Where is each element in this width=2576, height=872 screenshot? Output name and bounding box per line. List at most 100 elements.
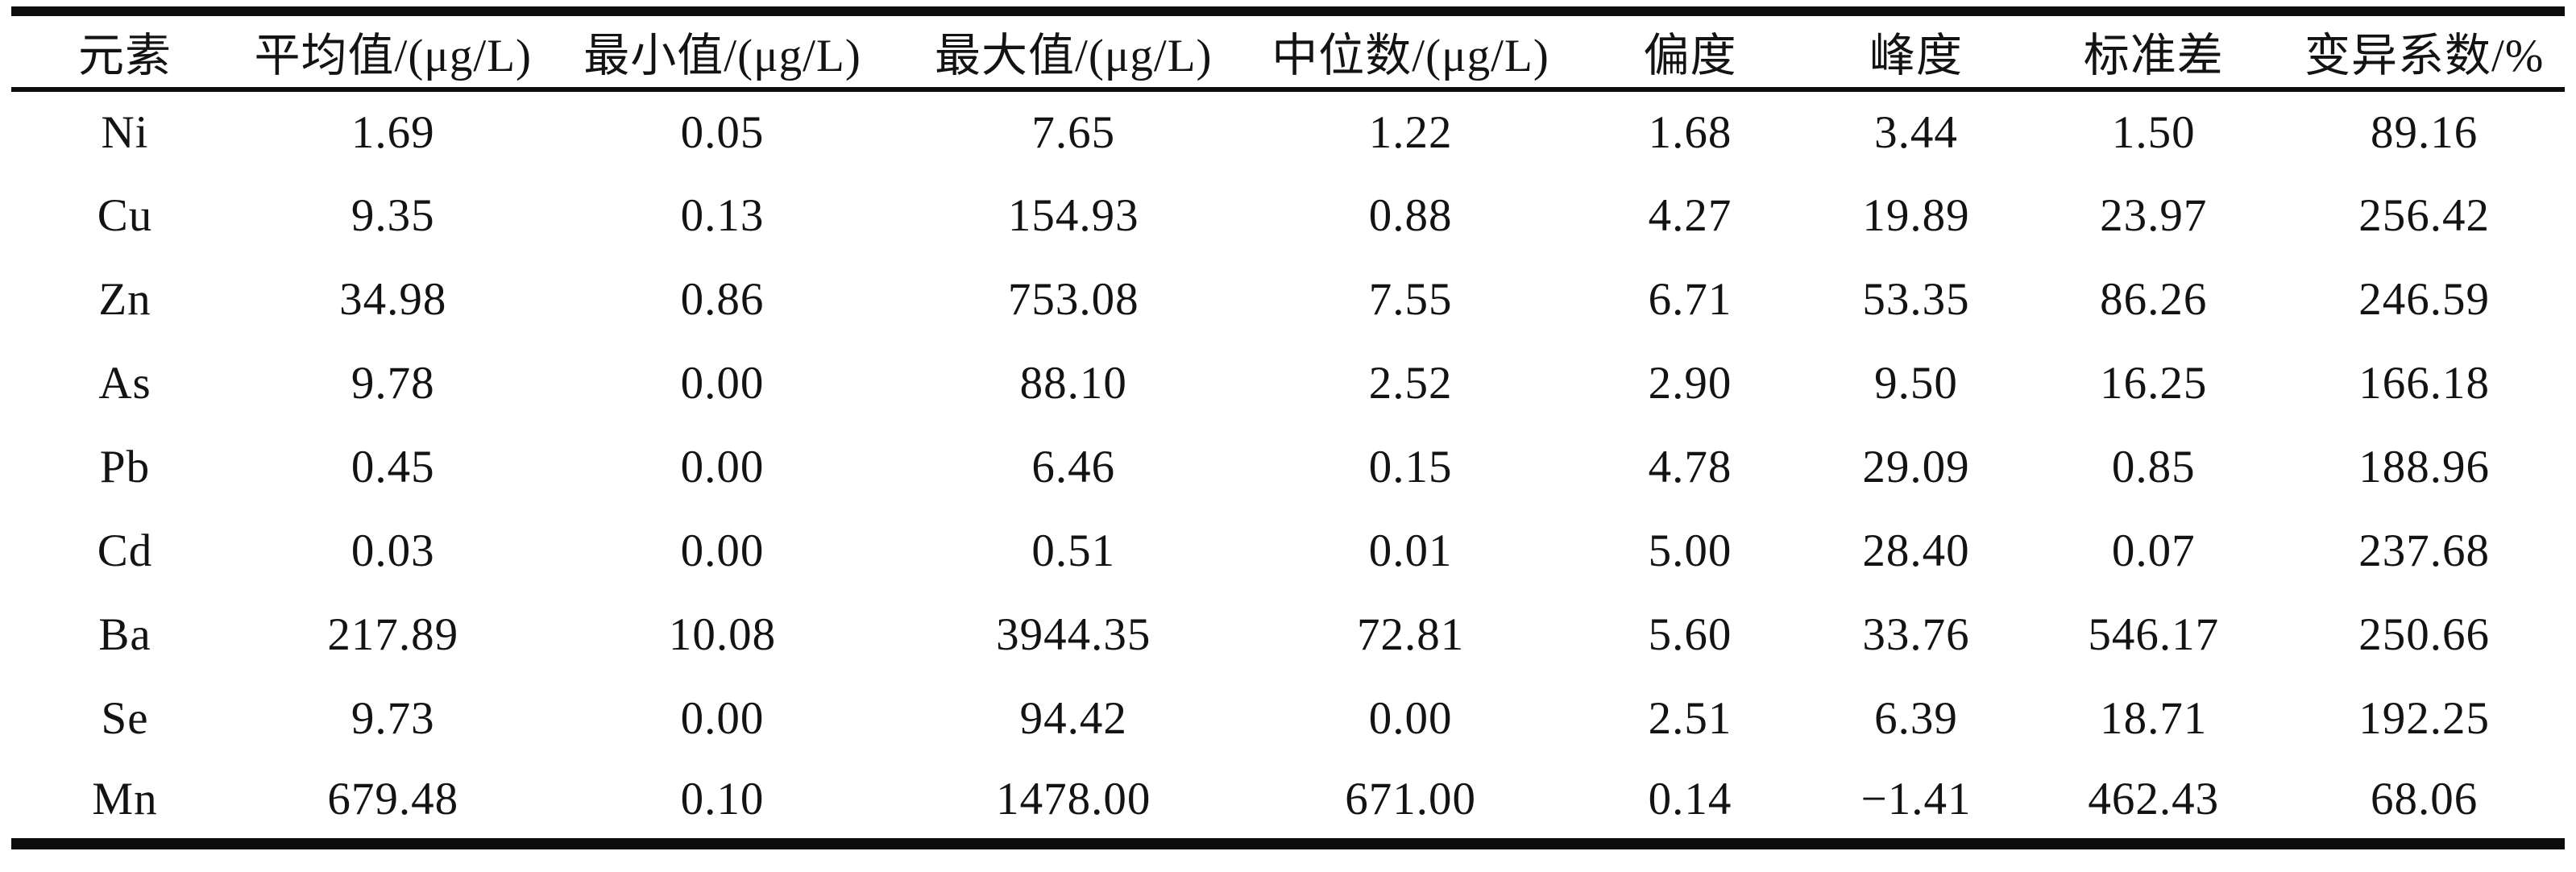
table-body: Ni 1.69 0.05 7.65 1.22 1.68 3.44 1.50 89.16 Cu 9.3… [11, 89, 2565, 844]
table-row: Zn 34.98 0.86 753.08 7.55 6.71 53.35 86.26 246.5… [11, 257, 2565, 341]
value-cell: 29.09 [1862, 441, 1970, 492]
table-row: Cd 0.03 0.00 0.51 0.01 5.00 28.40 0.07 237.68 [11, 509, 2565, 592]
value-cell: 0.00 [680, 357, 765, 409]
value-cell: 0.13 [680, 189, 765, 241]
value-cell: 2.52 [1368, 357, 1453, 409]
value-cell: 246.59 [2358, 273, 2491, 325]
value-cell: 0.03 [351, 525, 435, 576]
value-cell: 166.18 [2358, 357, 2491, 409]
table-row: Mn 679.48 0.10 1478.00 671.00 0.14 −1.41 462.43… [11, 760, 2565, 844]
value-cell: 0.00 [680, 441, 765, 492]
value-cell: 1.69 [351, 107, 435, 158]
value-cell: 0.10 [680, 774, 765, 824]
value-cell: 1.50 [2111, 107, 2196, 158]
value-cell: 6.46 [1031, 441, 1116, 492]
value-cell: 18.71 [2100, 692, 2208, 744]
value-cell: 23.97 [2100, 189, 2208, 241]
value-cell: 0.14 [1648, 774, 1732, 824]
value-cell: 0.00 [680, 692, 765, 744]
table-row: Ni 1.69 0.05 7.65 1.22 1.68 3.44 1.50 89.16 [11, 89, 2565, 173]
element-cell: Se [101, 692, 149, 744]
value-cell: 53.35 [1862, 273, 1970, 325]
value-cell: 671.00 [1345, 774, 1476, 824]
value-cell: 33.76 [1862, 608, 1970, 660]
value-cell: 5.00 [1648, 525, 1732, 576]
value-cell: 217.89 [327, 608, 459, 660]
value-cell: 6.71 [1648, 273, 1732, 325]
column-header-1: 元素 [11, 11, 239, 92]
value-cell: 1478.00 [996, 774, 1151, 824]
element-cell: As [98, 357, 151, 409]
value-cell: 88.10 [1019, 357, 1127, 409]
element-cell: Cd [97, 525, 153, 576]
value-cell: 4.27 [1648, 189, 1732, 241]
value-cell: 0.05 [680, 107, 765, 158]
value-cell: 7.65 [1031, 107, 1116, 158]
value-cell: 68.06 [2371, 774, 2479, 824]
value-cell: 753.08 [1007, 273, 1139, 325]
column-header-5: 中位数/(μg/L) [1249, 11, 1572, 92]
value-cell: 3.44 [1874, 107, 1958, 158]
value-cell: 9.50 [1874, 357, 1958, 409]
value-cell: 188.96 [2358, 441, 2491, 492]
value-cell: 154.93 [1007, 189, 1139, 241]
table-row: Cu 9.35 0.13 154.93 0.88 4.27 19.89 23.97 256.42 [11, 173, 2565, 257]
value-cell: 16.25 [2100, 357, 2208, 409]
value-cell: 10.08 [668, 608, 777, 660]
element-cell: Cu [97, 189, 153, 241]
value-cell: 9.73 [351, 692, 435, 744]
column-header-3: 最小值/(μg/L) [547, 11, 898, 92]
table-header: 元素 平均值/(μg/L) 最小值/(μg/L) 最大值/(μg/L) 中位数/(μg/… [11, 11, 2565, 92]
value-cell: −1.41 [1860, 774, 1972, 824]
value-cell: 4.78 [1648, 441, 1732, 492]
value-cell: 0.00 [1368, 692, 1453, 744]
value-cell: 0.15 [1368, 441, 1453, 492]
value-cell: 72.81 [1356, 608, 1465, 660]
table-row: Ba 217.89 10.08 3944.35 72.81 5.60 33.76 546.17… [11, 592, 2565, 676]
value-cell: 2.90 [1648, 357, 1732, 409]
element-statistics-table: 元素 平均值/(μg/L) 最小值/(μg/L) 最大值/(μg/L) 中位数/(μg/… [11, 6, 2565, 849]
value-cell: 6.39 [1874, 692, 1958, 744]
value-cell: 0.88 [1368, 189, 1453, 241]
value-cell: 192.25 [2358, 692, 2491, 744]
value-cell: 34.98 [339, 273, 447, 325]
value-cell: 250.66 [2358, 608, 2491, 660]
column-header-6: 偏度 [1571, 11, 1809, 92]
value-cell: 9.78 [351, 357, 435, 409]
value-cell: 0.01 [1368, 525, 1453, 576]
value-cell: 237.68 [2358, 525, 2491, 576]
value-cell: 2.51 [1648, 692, 1732, 744]
element-cell: Ba [98, 608, 151, 660]
value-cell: 5.60 [1648, 608, 1732, 660]
value-cell: 89.16 [2371, 107, 2479, 158]
value-cell: 0.86 [680, 273, 765, 325]
header-row: 元素 平均值/(μg/L) 最小值/(μg/L) 最大值/(μg/L) 中位数/(μg/… [11, 11, 2565, 92]
element-cell: Zn [98, 273, 151, 325]
table-row: Pb 0.45 0.00 6.46 0.15 4.78 29.09 0.85 188.96 [11, 425, 2565, 509]
value-cell: 28.40 [1862, 525, 1970, 576]
value-cell: 0.45 [351, 441, 435, 492]
value-cell: 9.35 [351, 189, 435, 241]
element-cell: Pb [99, 441, 151, 492]
value-cell: 0.07 [2111, 525, 2196, 576]
column-header-9: 变异系数/% [2284, 11, 2565, 92]
table-row: Se 9.73 0.00 94.42 0.00 2.51 6.39 18.71 192.25 [11, 676, 2565, 760]
value-cell: 0.51 [1031, 525, 1116, 576]
column-header-7: 峰度 [1808, 11, 2024, 92]
value-cell: 679.48 [327, 774, 459, 824]
value-cell: 546.17 [2088, 608, 2220, 660]
value-cell: 7.55 [1368, 273, 1453, 325]
value-cell: 94.42 [1019, 692, 1127, 744]
value-cell: 1.22 [1368, 107, 1453, 158]
value-cell: 19.89 [1862, 189, 1970, 241]
value-cell: 256.42 [2358, 189, 2491, 241]
column-header-2: 平均值/(μg/L) [239, 11, 548, 92]
column-header-8: 标准差 [2023, 11, 2284, 92]
element-cell: Mn [92, 774, 158, 824]
value-cell: 86.26 [2100, 273, 2208, 325]
value-cell: 0.85 [2111, 441, 2196, 492]
value-cell: 0.00 [680, 525, 765, 576]
value-cell: 1.68 [1648, 107, 1732, 158]
value-cell: 462.43 [2088, 774, 2220, 824]
